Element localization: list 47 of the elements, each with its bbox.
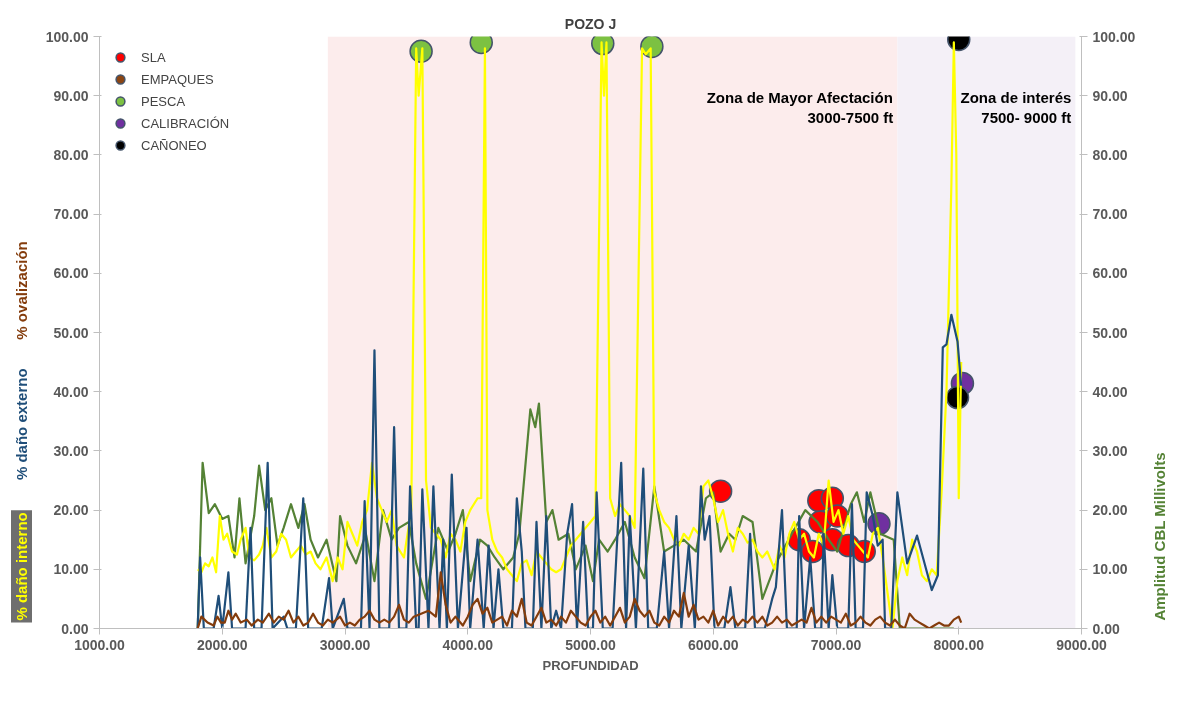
band-label: Zona de interés 7500- 9000 ft: [960, 88, 1072, 126]
y2-tick-label: 10.00: [1092, 561, 1128, 578]
x-tick-label: 7000.00: [810, 636, 862, 653]
y2-tick-label: 90.00: [1092, 87, 1128, 104]
legend-label: PESCA: [141, 93, 186, 109]
text: % daño interno: [13, 512, 30, 621]
y2-tick-label: 60.00: [1092, 265, 1128, 282]
y2-tick-label: 20.00: [1092, 502, 1128, 519]
y2-tick-label: 0.00: [1092, 620, 1120, 637]
y2-tick-label: 80.00: [1092, 146, 1128, 163]
x-tick-label: 3000.00: [319, 636, 371, 653]
y-tick-label: 60.00: [53, 265, 89, 282]
text: Amplitud CBL Millivolts: [1151, 452, 1168, 621]
y2-tick-label: 50.00: [1092, 324, 1128, 341]
y-tick-label: 0.00: [61, 620, 89, 637]
x-tick-label: 9000.00: [1056, 636, 1108, 653]
y-tick-label: 20.00: [53, 502, 89, 519]
y-tick-label: 80.00: [53, 146, 89, 163]
y2-tick-label: 40.00: [1092, 383, 1128, 400]
text: % daño externo: [13, 368, 30, 481]
x-axis-title: PROFUNDIDAD: [542, 657, 639, 673]
legend-label: EMPAQUES: [141, 71, 214, 87]
legend-label: CALIBRACIÓN: [141, 115, 230, 131]
text: % ovalización: [13, 241, 30, 340]
y-tick-label: 100.00: [45, 28, 89, 45]
y-tick-label: 10.00: [53, 561, 89, 578]
x-tick-label: 6000.00: [687, 636, 739, 653]
x-tick-label: 8000.00: [933, 636, 985, 653]
y-tick-label: 90.00: [53, 87, 89, 104]
y-tick-label: 40.00: [53, 383, 89, 400]
x-tick-label: 5000.00: [565, 636, 617, 653]
x-tick-label: 1000.00: [74, 636, 126, 653]
y2-tick-label: 30.00: [1092, 442, 1128, 459]
y2-tick-label: 70.00: [1092, 206, 1128, 223]
x-tick-label: 4000.00: [442, 636, 494, 653]
legend-label: SLA: [141, 49, 166, 65]
y-tick-label: 50.00: [53, 324, 89, 341]
y-tick-label: 70.00: [53, 206, 89, 223]
x-tick-label: 2000.00: [196, 636, 248, 653]
point: [708, 479, 733, 503]
band-label: Zona de Mayor Afectación 3000-7500 ft: [706, 88, 894, 126]
chart-title: POZO J: [564, 15, 617, 32]
line-series: [196, 571, 963, 629]
y-tick-label: 30.00: [53, 442, 89, 459]
legend-label: CAÑONEO: [141, 137, 207, 153]
y2-tick-label: 100.00: [1092, 28, 1136, 45]
line-series: [196, 402, 955, 629]
